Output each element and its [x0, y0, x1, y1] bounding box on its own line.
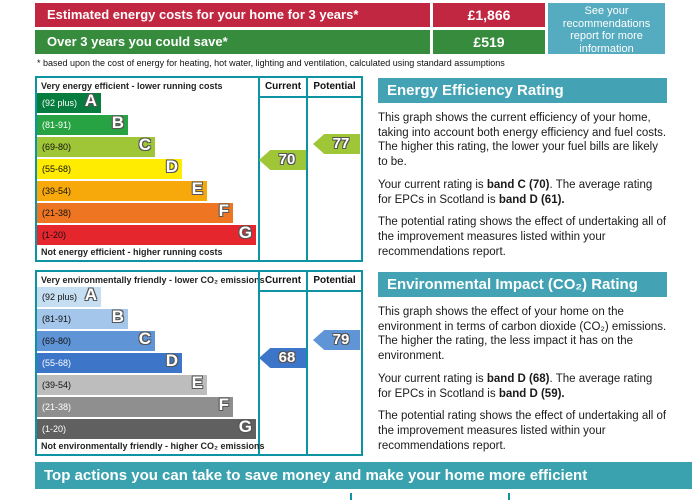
- current-column-header: Current: [264, 81, 302, 92]
- table-column-divider: [508, 493, 510, 500]
- band-c-range: (69-80): [42, 142, 72, 152]
- band-g-range: (1-20): [42, 230, 67, 240]
- potential-rating-arrow: 77: [313, 134, 360, 154]
- column-header-underline: [258, 96, 361, 98]
- environmental-impact-chart: Very environmentally friendly - lower CO…: [35, 270, 363, 456]
- band-d: (55-68) D: [37, 351, 182, 373]
- band-c: (69-80) C: [37, 329, 155, 351]
- estimated-costs-label: Estimated energy costs for your home for…: [35, 3, 430, 27]
- energy-panel-paragraph-3: The potential rating shows the effect of…: [378, 216, 667, 258]
- estimated-costs-row: Estimated energy costs for your home for…: [35, 3, 545, 27]
- estimated-costs-value: £1,866: [433, 3, 545, 27]
- band-g-range: (1-20): [42, 424, 67, 434]
- environment-panel-paragraph-1: This graph shows the effect of your home…: [378, 306, 667, 363]
- top-actions-banner: Top actions you can take to save money a…: [35, 462, 692, 489]
- cost-assumptions-footnote: * based upon the cost of energy for heat…: [37, 58, 505, 68]
- recommendations-info-box: See your recommendations report for more…: [548, 3, 665, 55]
- band-f: (21-38) F: [37, 201, 233, 223]
- band-e-range: (39-54): [42, 380, 72, 390]
- current-column-border: [258, 78, 260, 260]
- band-d: (55-68) D: [37, 157, 182, 179]
- energy-panel-paragraph-1: This graph shows the current efficiency …: [378, 112, 667, 169]
- environment-panel-paragraph-3: The potential rating shows the effect of…: [378, 410, 667, 452]
- current-rating-arrow: 70: [259, 150, 306, 170]
- current-column-header: Current: [264, 275, 302, 286]
- band-d-range: (55-68): [42, 164, 72, 174]
- column-header-underline: [258, 290, 361, 292]
- band-g-letter: G: [238, 417, 252, 436]
- band-c-letter: C: [138, 329, 151, 348]
- environment-chart-bottom-caption: Not environmentally friendly - higher CO…: [41, 441, 265, 451]
- band-f-letter: F: [218, 395, 229, 414]
- band-f-range: (21-38): [42, 402, 72, 412]
- band-a: (92 plus) A: [37, 91, 101, 113]
- savings-value: £519: [433, 30, 545, 54]
- environment-panel-paragraph-2: Your current rating is band D (68). The …: [378, 372, 653, 400]
- band-f: (21-38) F: [37, 395, 233, 417]
- band-e-range: (39-54): [42, 186, 72, 196]
- potential-column-border: [306, 78, 308, 260]
- band-b-range: (81-91): [42, 314, 72, 324]
- band-c-letter: C: [138, 135, 151, 154]
- energy-bands: (92 plus) A (81-91) B (69-80) C (55-68) …: [37, 91, 256, 247]
- energy-efficiency-panel: Energy Efficiency Rating This graph show…: [378, 78, 667, 259]
- band-a-range: (92 plus): [42, 292, 78, 302]
- band-f-letter: F: [218, 201, 229, 220]
- band-d-letter: D: [165, 351, 178, 370]
- band-a-letter: A: [84, 285, 97, 304]
- environment-bands: (92 plus) A (81-91) B (69-80) C (55-68) …: [37, 285, 256, 441]
- band-g: (1-20) G: [37, 223, 256, 245]
- potential-column-border: [306, 272, 308, 454]
- band-b: (81-91) B: [37, 307, 128, 329]
- band-e-letter: E: [191, 179, 203, 198]
- energy-chart-top-caption: Very energy efficient - lower running co…: [41, 81, 223, 91]
- potential-column-header: Potential: [313, 81, 356, 92]
- band-g-letter: G: [238, 223, 252, 242]
- band-e: (39-54) E: [37, 179, 207, 201]
- energy-efficiency-panel-title: Energy Efficiency Rating: [378, 78, 667, 103]
- environmental-impact-panel: Environmental Impact (CO₂) Rating This g…: [378, 272, 667, 453]
- band-d-range: (55-68): [42, 358, 72, 368]
- potential-column-header: Potential: [313, 275, 356, 286]
- band-b-range: (81-91): [42, 120, 72, 130]
- savings-row: Over 3 years you could save* £519: [35, 30, 545, 54]
- table-column-divider: [350, 493, 352, 500]
- band-f-range: (21-38): [42, 208, 72, 218]
- band-a-letter: A: [84, 91, 97, 110]
- potential-rating-arrow: 79: [313, 330, 360, 350]
- current-rating-value: 70: [278, 151, 296, 168]
- band-a-range: (92 plus): [42, 98, 78, 108]
- band-e: (39-54) E: [37, 373, 207, 395]
- potential-rating-value: 79: [332, 331, 350, 348]
- energy-efficiency-chart: Very energy efficient - lower running co…: [35, 76, 363, 262]
- current-column-border: [258, 272, 260, 454]
- environmental-impact-panel-title: Environmental Impact (CO₂) Rating: [378, 272, 667, 297]
- savings-label: Over 3 years you could save*: [35, 30, 430, 54]
- potential-rating-value: 77: [332, 135, 350, 152]
- band-b-letter: B: [111, 113, 124, 132]
- energy-chart-bottom-caption: Not energy efficient - higher running co…: [41, 247, 223, 257]
- band-a: (92 plus) A: [37, 285, 101, 307]
- band-g: (1-20) G: [37, 417, 256, 439]
- current-rating-value: 68: [278, 349, 296, 366]
- band-b: (81-91) B: [37, 113, 128, 135]
- environment-chart-top-caption: Very environmentally friendly - lower CO…: [41, 275, 265, 285]
- current-rating-arrow: 68: [259, 348, 306, 368]
- band-c: (69-80) C: [37, 135, 155, 157]
- band-d-letter: D: [165, 157, 178, 176]
- energy-cost-summary: Estimated energy costs for your home for…: [35, 3, 665, 55]
- band-b-letter: B: [111, 307, 124, 326]
- band-c-range: (69-80): [42, 336, 72, 346]
- energy-panel-paragraph-2: Your current rating is band C (70). The …: [378, 178, 653, 206]
- band-e-letter: E: [191, 373, 203, 392]
